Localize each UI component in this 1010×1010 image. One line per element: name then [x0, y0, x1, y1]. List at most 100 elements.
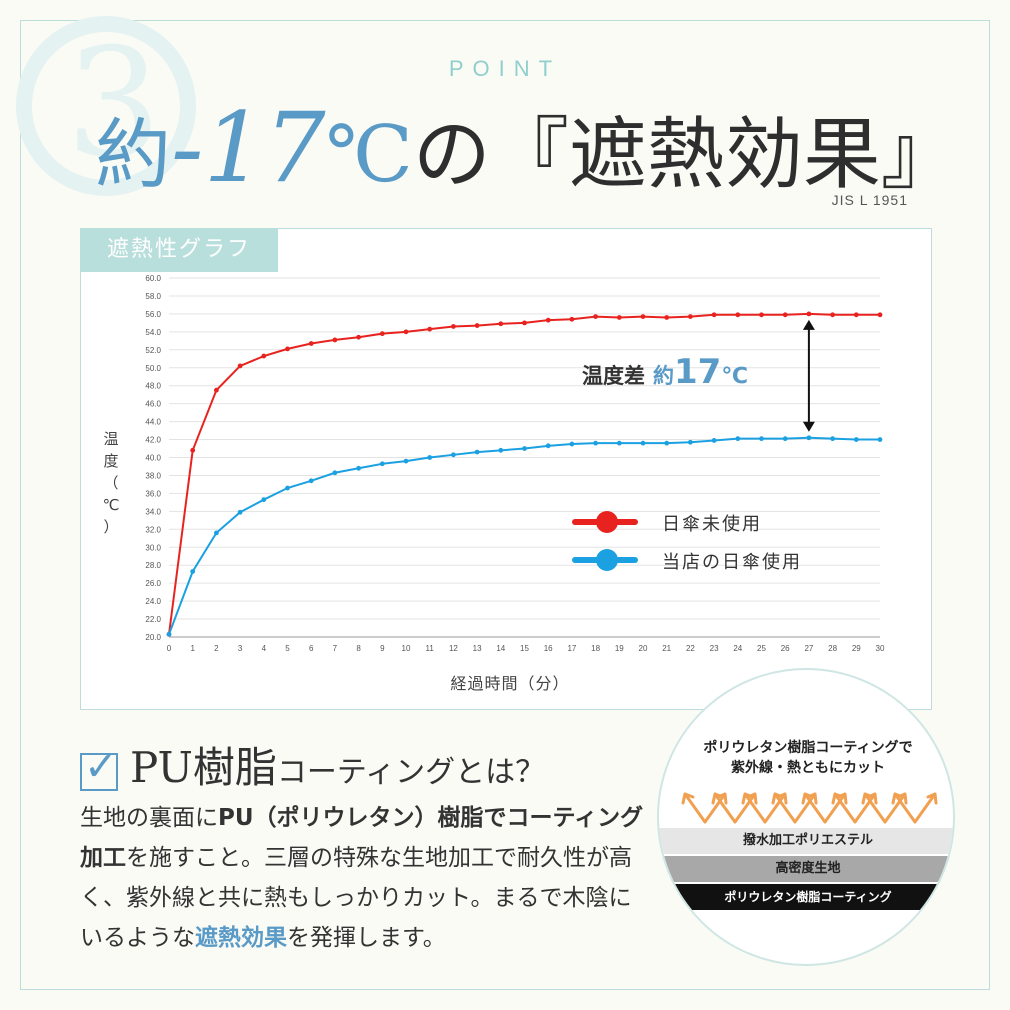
- data-point: [285, 485, 290, 491]
- x-tick-label: 13: [473, 644, 482, 653]
- heat-arrows-icon: [681, 792, 938, 824]
- data-point: [261, 353, 267, 359]
- legend-marker-blue: [596, 549, 618, 571]
- y-tick-label: 30.0: [145, 543, 161, 552]
- x-tick-label: 29: [852, 644, 861, 653]
- data-point: [332, 337, 338, 343]
- standard-label: JIS L 1951: [831, 192, 908, 208]
- x-tick-label: 7: [333, 644, 338, 653]
- series-line-1: [168, 312, 880, 635]
- point-number: 3: [66, 17, 162, 191]
- difference-label: 温度差: [582, 364, 645, 388]
- legend-item: 当店の日傘使用: [572, 543, 852, 581]
- data-point: [545, 317, 551, 323]
- data-point: [474, 449, 480, 455]
- x-tick-label: 30: [876, 644, 885, 653]
- data-point: [688, 439, 693, 445]
- page-frame: [20, 20, 990, 990]
- data-point: [759, 312, 764, 318]
- headline-prefix: 約: [95, 110, 171, 199]
- body-text: 生地の裏面に: [80, 805, 218, 831]
- data-point: [522, 320, 527, 326]
- data-point: [569, 316, 575, 322]
- y-tick-label: 44.0: [145, 418, 161, 427]
- x-tick-label: 0: [167, 644, 172, 653]
- body-highlight: 遮熱効果: [195, 925, 287, 951]
- data-point: [237, 363, 243, 369]
- temperature-difference: 温度差 約17℃: [582, 352, 748, 392]
- diagram-title-line: ポリウレタン樹脂コーティングで: [703, 740, 913, 756]
- y-tick-label: 40.0: [145, 454, 161, 463]
- y-tick-label: 32.0: [145, 525, 161, 534]
- data-point: [569, 441, 575, 447]
- y-tick-label: 52.0: [145, 346, 161, 355]
- x-tick-label: 4: [262, 644, 267, 653]
- data-point: [806, 435, 812, 441]
- chart-legend: 日傘未使用 当店の日傘使用: [572, 505, 852, 581]
- data-point: [356, 465, 361, 471]
- x-tick-label: 5: [285, 644, 290, 653]
- y-axis-label-char: 温: [103, 430, 119, 448]
- x-tick-label: 27: [804, 644, 813, 653]
- data-point: [640, 314, 646, 319]
- data-point: [427, 326, 433, 332]
- x-tick-label: 22: [686, 644, 695, 653]
- data-point: [830, 436, 835, 442]
- data-point: [214, 530, 219, 536]
- y-tick-label: 60.0: [145, 274, 161, 283]
- data-point: [237, 509, 243, 515]
- headline-suffix: の『遮熱効果』: [412, 110, 959, 200]
- data-point: [451, 452, 456, 458]
- data-point: [190, 447, 196, 453]
- difference-unit: ℃: [721, 364, 748, 389]
- x-tick-label: 16: [544, 644, 553, 653]
- data-point: [616, 315, 622, 320]
- data-point: [522, 446, 527, 451]
- data-point: [498, 321, 504, 327]
- y-axis-label-char: 度: [103, 452, 119, 470]
- y-tick-label: 20.0: [145, 633, 161, 642]
- legend-label: 日傘未使用: [662, 514, 762, 535]
- data-point: [474, 323, 480, 328]
- legend-marker-red: [596, 511, 618, 533]
- data-point: [830, 312, 835, 318]
- x-tick-label: 23: [710, 644, 719, 653]
- data-point: [593, 440, 598, 446]
- x-tick-label: 21: [662, 644, 671, 653]
- x-tick-label: 18: [591, 644, 600, 653]
- y-tick-label: 26.0: [145, 579, 161, 588]
- data-point: [735, 436, 741, 442]
- point-label: POINT: [448, 56, 562, 81]
- legend-item: 日傘未使用: [572, 505, 852, 543]
- x-tick-label: 3: [238, 644, 243, 653]
- data-point: [308, 478, 314, 484]
- data-point: [877, 312, 883, 318]
- data-point: [379, 461, 385, 467]
- data-point: [214, 387, 219, 393]
- y-axis-label-char: ℃: [102, 496, 120, 514]
- y-axis-label: 温 度 （ ℃ ）: [96, 428, 126, 538]
- data-point: [711, 312, 717, 318]
- y-tick-label: 28.0: [145, 561, 161, 570]
- checkmark-icon: ✓: [84, 743, 118, 790]
- x-tick-label: 19: [615, 644, 624, 653]
- diagram-title-line: 紫外線・熱ともにカット: [731, 760, 885, 776]
- y-tick-label: 42.0: [145, 436, 161, 445]
- y-tick-label: 34.0: [145, 507, 161, 516]
- y-axis-label-char: （: [103, 474, 119, 492]
- body-text: を発揮します。: [287, 925, 446, 951]
- data-point: [688, 314, 693, 319]
- x-tick-label: 10: [402, 644, 411, 653]
- x-tick-label: 8: [356, 644, 361, 653]
- data-point: [308, 341, 314, 346]
- data-point: [853, 437, 859, 442]
- y-tick-label: 54.0: [145, 328, 161, 337]
- x-tick-label: 26: [781, 644, 790, 653]
- x-axis-label: 経過時間（分）: [450, 674, 570, 693]
- y-tick-label: 22.0: [145, 615, 161, 624]
- data-point: [759, 436, 764, 442]
- data-point: [379, 331, 385, 337]
- x-tick-label: 12: [449, 644, 458, 653]
- x-tick-label: 2: [214, 644, 219, 653]
- chart-panel: [80, 228, 932, 710]
